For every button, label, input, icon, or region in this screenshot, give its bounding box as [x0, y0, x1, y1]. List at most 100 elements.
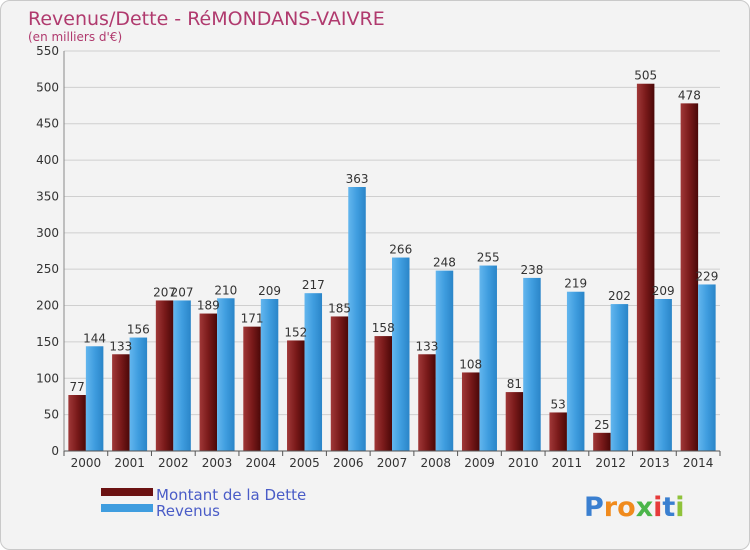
y-tick-label: 100	[36, 371, 59, 385]
data-label-revenus: 209	[652, 284, 675, 298]
y-tick-label: 0	[51, 444, 59, 458]
x-axis-ticks: 2000 2001 2002 2003 2004 2005 2006 2007 2008 2009…	[63, 451, 721, 470]
bar-debt	[199, 313, 218, 451]
x-tick-label: 2014	[683, 456, 714, 470]
bar-revenus	[698, 284, 716, 451]
x-tick-label: 2002	[158, 456, 189, 470]
bar-debt	[636, 83, 655, 452]
bar-debt	[243, 326, 261, 451]
data-label-debt: 25	[594, 418, 609, 432]
y-tick-label: 300	[36, 226, 59, 240]
data-label-revenus: 363	[346, 172, 369, 186]
bars	[68, 83, 716, 452]
y-tick-label: 500	[36, 80, 59, 94]
legend-label-debt: Montant de la Dette	[156, 486, 306, 504]
data-label-debt: 133	[416, 339, 439, 353]
data-label-revenus: 144	[83, 331, 106, 345]
x-tick-label: 2007	[377, 456, 408, 470]
data-label-revenus: 248	[433, 256, 456, 270]
data-label-revenus: 238	[520, 263, 543, 277]
logo-letter: x	[636, 492, 653, 523]
bar-revenus	[610, 304, 629, 451]
data-label-revenus: 209	[258, 284, 281, 298]
logo-letter: o	[617, 492, 636, 523]
chart-title: Revenus/Dette - RéMONDANS-VAIVRE	[28, 8, 385, 30]
bar-debt	[593, 432, 611, 451]
bar-revenus	[479, 265, 497, 451]
data-label-revenus: 202	[608, 289, 631, 303]
data-label-debt: 171	[241, 312, 264, 326]
y-tick-label: 50	[44, 408, 59, 422]
y-tick-label: 150	[36, 335, 59, 349]
data-label-debt: 207	[153, 285, 176, 299]
data-label-revenus: 219	[564, 277, 587, 291]
logo-letter: r	[604, 492, 618, 523]
x-tick-label: 2000	[71, 456, 102, 470]
bar-revenus	[217, 298, 235, 451]
data-label-revenus: 156	[127, 323, 150, 337]
legend-label-revenus: Revenus	[156, 502, 220, 520]
bar-revenus	[304, 293, 323, 451]
x-tick-label: 2005	[289, 456, 320, 470]
bar-debt	[680, 103, 699, 451]
bar-debt	[418, 354, 436, 451]
bar-revenus	[85, 346, 104, 451]
bar-revenus	[523, 277, 541, 451]
x-tick-label: 2013	[639, 456, 670, 470]
bar-revenus	[173, 300, 191, 451]
legend: Montant de la Dette Revenus	[101, 486, 306, 520]
x-tick-label: 2003	[202, 456, 233, 470]
y-tick-label: 550	[36, 44, 59, 58]
data-label-debt: 505	[634, 69, 657, 83]
data-label-debt: 185	[328, 301, 351, 315]
x-tick-label: 2011	[552, 456, 583, 470]
data-label-revenus: 210	[214, 283, 237, 297]
x-tick-label: 2004	[246, 456, 277, 470]
bar-revenus	[654, 299, 672, 451]
data-labels: 7714413315620720718921017120915221718536…	[69, 69, 718, 432]
bar-debt	[112, 354, 130, 451]
data-label-debt: 77	[69, 380, 84, 394]
chart-subtitle: (en milliers d'€)	[28, 30, 122, 44]
data-label-debt: 189	[197, 299, 220, 313]
x-tick-label: 2001	[114, 456, 145, 470]
y-tick-label: 450	[36, 117, 59, 131]
data-label-debt: 81	[507, 377, 522, 391]
data-label-revenus: 266	[389, 243, 412, 257]
y-tick-label: 200	[36, 299, 59, 313]
bar-revenus	[260, 299, 279, 451]
data-label-revenus: 229	[695, 269, 718, 283]
data-label-revenus: 217	[302, 278, 325, 292]
proxiti-logo: Proxiti	[584, 492, 685, 523]
bar-debt	[68, 395, 86, 451]
y-tick-label: 250	[36, 262, 59, 276]
bar-revenus	[348, 187, 366, 451]
data-label-revenus: 255	[477, 251, 500, 265]
bar-revenus	[392, 257, 410, 451]
bar-revenus	[566, 291, 585, 451]
logo-letter: P	[584, 492, 604, 523]
y-tick-label: 400	[36, 153, 59, 167]
legend-swatch-revenus	[101, 504, 153, 512]
bar-debt	[549, 412, 567, 451]
bar-debt	[287, 340, 305, 451]
legend-swatch-debt	[101, 488, 153, 496]
bar-debt	[505, 392, 524, 451]
logo-letter: i	[653, 492, 662, 523]
x-tick-label: 2006	[333, 456, 364, 470]
bar-debt	[461, 372, 480, 451]
data-label-debt: 158	[372, 321, 395, 335]
data-label-revenus: 207	[171, 285, 194, 299]
bar-revenus	[435, 270, 454, 451]
logo-letter: t	[662, 492, 675, 523]
bar-debt	[330, 316, 349, 451]
data-label-debt: 478	[678, 88, 701, 102]
y-tick-label: 350	[36, 189, 59, 203]
logo-letter: i	[675, 492, 684, 523]
bar-revenus	[129, 337, 148, 451]
x-tick-label: 2012	[595, 456, 626, 470]
bar-debt	[155, 300, 174, 451]
x-tick-label: 2010	[508, 456, 539, 470]
